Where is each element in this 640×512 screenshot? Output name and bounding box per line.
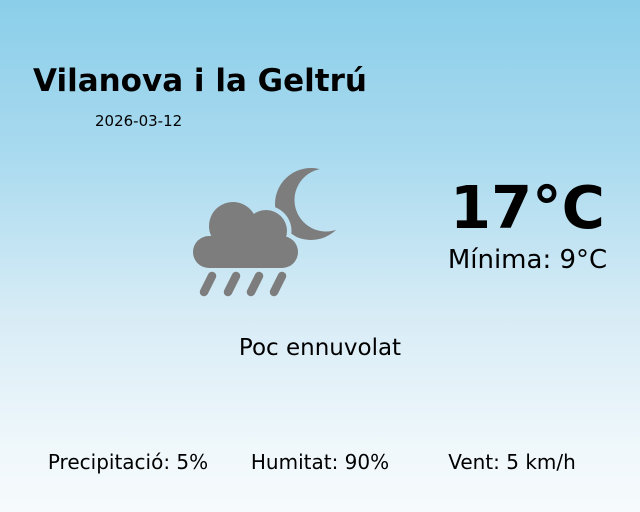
temperature-minimum: Mínima: 9°C — [447, 245, 608, 275]
date-label: 2026-03-12 — [95, 112, 183, 130]
wind-label: Vent: 5 km/h — [448, 450, 576, 474]
humidity-label: Humitat: 90% — [250, 450, 390, 474]
condition-label: Poc ennuvolat — [238, 335, 402, 361]
cloud-rain-moon-icon — [193, 168, 347, 297]
moon-shape — [275, 168, 347, 240]
precipitation-label: Precipitació: 5% — [47, 450, 209, 474]
temperature-value: 17°C — [450, 173, 605, 242]
cloud-shape — [193, 202, 298, 268]
city-title: Vilanova i la Geltrú — [33, 63, 367, 99]
rain-dashes — [199, 271, 287, 297]
